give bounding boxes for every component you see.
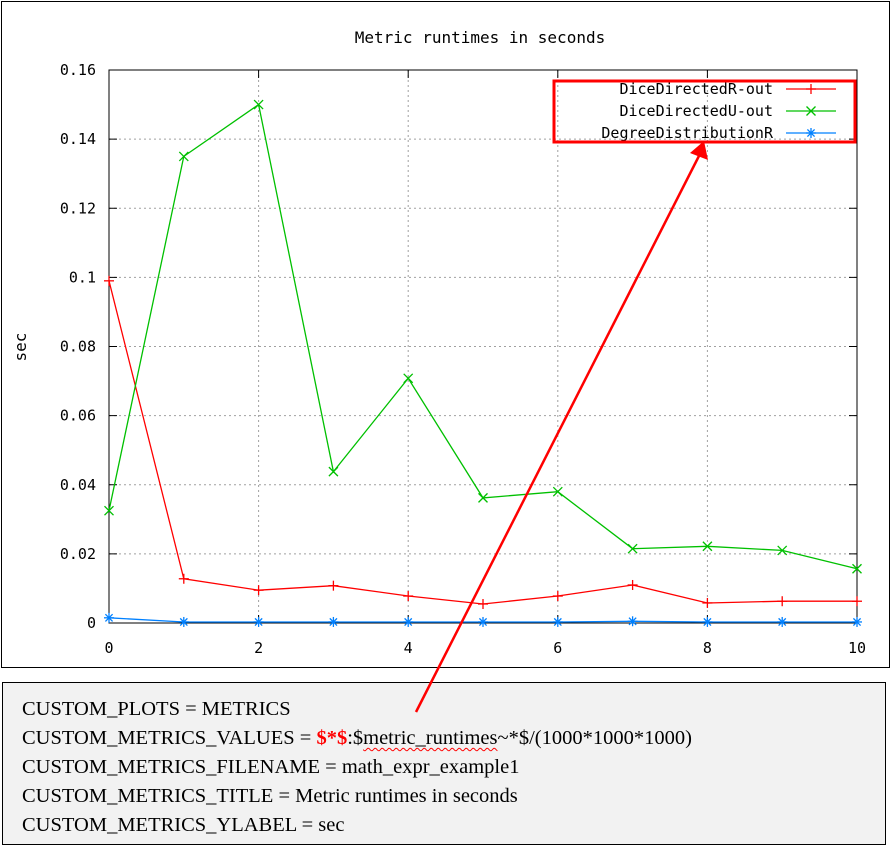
data-point [403,591,414,602]
axis-ticks: 0 0.02 0.04 0.06 0.08 0.1 0.12 0.14 0.16 0 2 4 6 8 10 [60,61,866,657]
config-line-filename: CUSTOM_METRICS_FILENAME = math_expr_exam… [22,756,520,778]
data-point [478,616,488,627]
y-tick-label: 0.1 [69,268,96,286]
config-box: CUSTOM_PLOTS = METRICS CUSTOM_METRICS_VA… [2,682,886,845]
y-axis-label: sec [11,333,30,362]
data-point [702,616,713,627]
data-point [627,579,638,590]
x-tick-label: 4 [404,639,413,657]
x-tick-label: 0 [104,639,113,657]
legend: DiceDirectedR-out DiceDirectedU-out Degree… [601,80,836,142]
y-tick-label: 0 [87,614,96,632]
data-point [178,573,189,584]
data-point [403,373,414,384]
config-values-highlight: $*$ [316,727,348,749]
legend-label: DiceDirectedR-out [619,80,773,98]
legend-item: DiceDirectedU-out [619,102,836,120]
legend-label: DiceDirectedU-out [619,102,773,120]
config-values-prefix: CUSTOM_METRICS_VALUES = [22,727,317,749]
data-point [777,545,788,556]
y-tick-label: 0.06 [60,407,96,425]
series-line [108,103,858,570]
config-line-values: CUSTOM_METRICS_VALUES = $*$:$metric_runt… [22,724,885,753]
data-point [178,616,189,627]
y-tick-label: 0.08 [60,338,96,356]
data-point [552,616,563,627]
y-tick-label: 0.02 [60,545,96,563]
data-point [104,275,114,286]
grid-lines [109,70,857,623]
data-point [777,596,788,607]
legend-item: DegreeDistributionR [601,124,836,142]
x-tick-label: 6 [553,639,562,657]
data-point [328,580,339,591]
data-point [852,596,862,607]
data-point [403,616,414,627]
data-point [104,612,114,623]
data-point [478,598,488,609]
data-point [253,585,264,596]
legend-label: DegreeDistributionR [601,124,774,142]
config-values-mid: :$ [347,727,364,749]
y-tick-label: 0.04 [60,476,96,494]
y-tick-label: 0.12 [60,199,96,217]
config-line-ylabel: CUSTOM_METRICS_YLABEL = sec [22,814,345,836]
data-point [104,505,114,516]
data-point [702,541,713,552]
config-line-title: CUSTOM_METRICS_TITLE = Metric runtimes i… [22,785,518,807]
plot-frame: Metric runtimes in seconds sec 0 0.02 0.04… [1,1,890,668]
line-chart: Metric runtimes in seconds sec 0 0.02 0.04… [11,28,866,657]
data-point [777,616,788,627]
data-point [702,597,713,608]
data-point [178,151,189,162]
x-tick-label: 2 [254,639,263,657]
series-layer [104,99,862,627]
config-values-variable: metric_runtimes [363,727,498,749]
data-point [806,84,816,94]
x-tick-label: 8 [703,639,712,657]
config-values-suffix: ~*$/(1000*1000*1000) [497,727,692,749]
series-DiceDirectedR-out [104,275,862,609]
data-point [253,616,264,627]
chart-title: Metric runtimes in seconds [355,28,605,47]
x-tick-label: 10 [848,639,866,657]
data-point [627,616,638,627]
legend-item: DiceDirectedR-out [619,80,836,98]
series-line [108,280,857,605]
data-point [328,466,339,477]
data-point [806,106,816,116]
data-point [852,616,862,627]
data-point [253,99,264,110]
series-DegreeDistributionR [104,612,862,627]
data-point [852,563,862,574]
data-point [806,128,816,138]
series-DiceDirectedU-out [104,99,862,574]
data-point [328,616,339,627]
y-tick-label: 0.14 [60,130,96,148]
y-tick-label: 0.16 [60,61,96,79]
data-point [552,591,563,602]
config-line-plots: CUSTOM_PLOTS = METRICS [22,698,291,720]
